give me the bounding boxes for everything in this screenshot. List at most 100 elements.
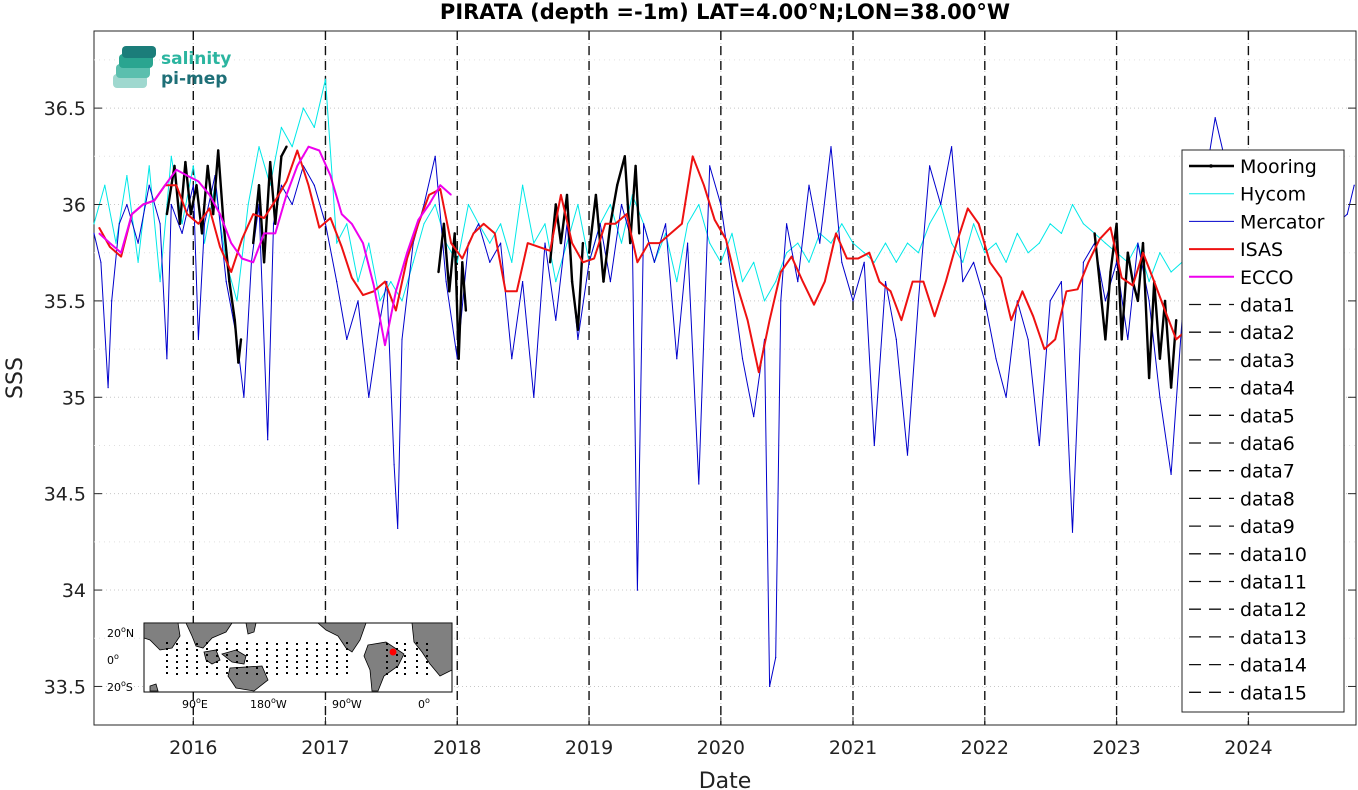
data-point-mercator xyxy=(863,261,865,263)
data-point-hycom xyxy=(775,281,777,283)
buoy-dot xyxy=(276,655,278,657)
data-point-isas xyxy=(483,223,485,225)
data-point-ecco xyxy=(296,165,298,167)
data-point-hycom xyxy=(434,203,436,206)
buoy-dot xyxy=(336,643,338,645)
data-point-hycom xyxy=(720,261,722,263)
data-point-mooring xyxy=(195,184,198,187)
data-point-hycom xyxy=(676,281,678,283)
data-point-mercator xyxy=(929,165,931,167)
buoy-dot xyxy=(336,661,338,663)
data-point-isas xyxy=(890,290,892,292)
data-point-isas xyxy=(307,184,310,186)
data-point-mooring xyxy=(602,280,605,283)
data-point-isas xyxy=(219,246,221,248)
data-point-isas xyxy=(1043,348,1045,350)
buoy-dot xyxy=(326,672,328,674)
data-point-hycom xyxy=(170,155,172,157)
inset-map-buoys xyxy=(166,642,428,675)
data-point-mooring xyxy=(457,357,460,360)
buoy-dot xyxy=(246,642,248,644)
data-point-mercator xyxy=(280,184,282,186)
data-point-isas xyxy=(802,281,804,283)
data-point-hycom xyxy=(544,223,546,225)
data-point-isas xyxy=(296,149,298,152)
land-shape xyxy=(221,649,247,665)
data-point-ecco xyxy=(274,232,276,234)
buoy-dot xyxy=(416,666,418,668)
data-point-hycom xyxy=(995,242,997,244)
data-point-ecco xyxy=(219,213,221,215)
data-point-ecco xyxy=(384,344,386,346)
data-point-isas xyxy=(922,281,925,283)
data-point-hycom xyxy=(291,146,293,148)
data-point-mooring xyxy=(280,155,283,158)
buoy-dot xyxy=(316,661,318,663)
buoy-dot xyxy=(426,673,428,675)
data-point-hycom xyxy=(566,242,568,244)
data-point-mooring xyxy=(448,290,451,293)
buoy-dot xyxy=(326,666,328,668)
legend-item-data15: data15 xyxy=(1189,682,1307,704)
buoy-dot xyxy=(296,649,298,651)
legend-label: data10 xyxy=(1240,544,1307,566)
data-point-isas xyxy=(549,250,551,252)
legend-label: data1 xyxy=(1240,295,1295,317)
data-point-mercator xyxy=(895,338,897,340)
buoy-dot xyxy=(196,673,198,675)
buoy-dot xyxy=(266,648,268,650)
buoy-dot xyxy=(346,642,348,644)
data-point-mercator xyxy=(111,300,113,302)
degree-mark: o xyxy=(121,679,126,688)
data-point-hycom xyxy=(763,300,766,302)
data-point-mooring xyxy=(629,241,632,245)
data-point-mercator xyxy=(181,232,183,234)
y-tick-label: 35 xyxy=(62,387,86,409)
buoy-dot xyxy=(296,667,298,669)
data-point-mooring xyxy=(594,193,598,197)
data-point-isas xyxy=(614,223,617,225)
buoy-dot xyxy=(216,655,218,657)
buoy-dot xyxy=(276,661,278,663)
buoy-dot xyxy=(326,654,328,656)
land-shape xyxy=(245,622,257,635)
data-point-mercator xyxy=(653,261,656,263)
legend-label: Mercator xyxy=(1240,211,1325,233)
buoy-dot xyxy=(316,673,318,675)
chart-title: PIRATA (depth =-1m) LAT=4.00°N;LON=38.00… xyxy=(440,0,1010,24)
data-point-mercator xyxy=(225,281,227,283)
data-point-mercator xyxy=(940,203,942,206)
data-point-hycom xyxy=(401,300,403,302)
legend-label: data9 xyxy=(1240,516,1295,538)
data-point-ecco xyxy=(439,184,441,186)
data-point-mercator xyxy=(93,232,95,234)
buoy-dot xyxy=(226,660,228,662)
buoy-dot xyxy=(296,673,298,675)
data-point-mercator xyxy=(819,242,821,244)
buoy-dot xyxy=(396,648,398,650)
buoy-dot xyxy=(206,648,208,650)
buoy-dot xyxy=(196,667,198,669)
data-point-hycom xyxy=(709,242,711,244)
legend-item-mercator: Mercator xyxy=(1189,211,1325,233)
data-point-hycom xyxy=(203,242,206,244)
data-point-ecco xyxy=(230,242,232,244)
buoy-dot xyxy=(236,667,238,669)
land-shape xyxy=(316,622,367,653)
data-point-hycom xyxy=(1038,242,1040,244)
buoy-dot xyxy=(286,660,288,662)
data-point-ecco xyxy=(175,169,177,171)
data-point-hycom xyxy=(236,300,238,302)
data-point-isas xyxy=(604,223,606,225)
data-point-mercator xyxy=(1214,117,1216,119)
data-point-hycom xyxy=(1082,223,1084,225)
data-point-isas xyxy=(1065,290,1067,292)
legend-item-ecco: ECCO xyxy=(1189,267,1294,289)
buoy-dot xyxy=(176,667,178,669)
land-shape xyxy=(227,665,269,692)
data-point-mooring xyxy=(1169,386,1173,389)
legend-label: Mooring xyxy=(1240,156,1317,178)
data-point-hycom xyxy=(1005,261,1007,263)
legend-marker xyxy=(1209,164,1213,168)
